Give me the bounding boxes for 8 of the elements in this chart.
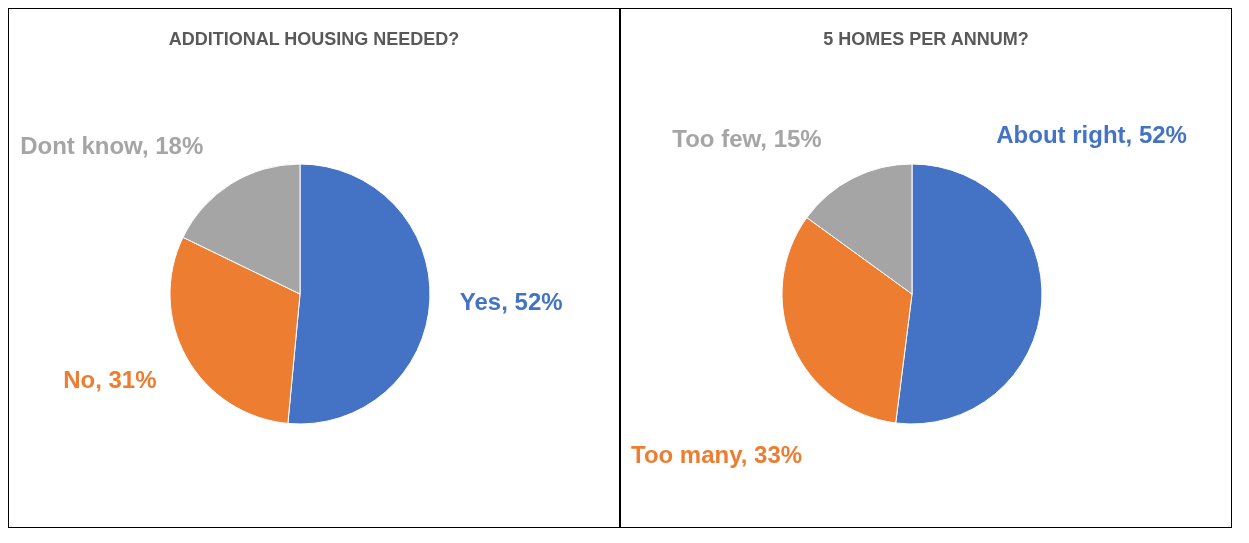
slice-label: Yes, 52% [459,287,563,315]
slice-label: No, 31% [63,366,157,394]
slice-label: Too many, 33% [631,440,803,468]
slice-label: Too few, 15% [672,124,822,152]
chart-title: 5 HOMES PER ANNUM? [822,29,1030,50]
slice-label: About right, 52% [996,120,1187,148]
chart-title: ADDITIONAL HOUSING NEEDED? [167,29,461,50]
slice-label: Dont know, 18% [20,132,204,160]
